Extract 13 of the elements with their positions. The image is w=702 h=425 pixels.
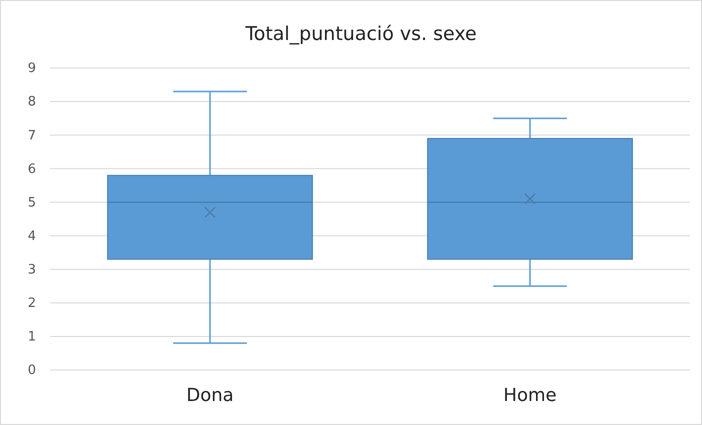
y-tick-label: 5 bbox=[28, 195, 36, 210]
y-tick-label: 4 bbox=[28, 228, 36, 244]
y-tick-label: 0 bbox=[28, 363, 36, 378]
y-tick-label: 9 bbox=[28, 61, 36, 76]
y-tick-label: 6 bbox=[28, 162, 36, 177]
chart-title: Total_puntuació vs. sexe bbox=[244, 23, 477, 45]
y-tick-label: 3 bbox=[28, 262, 36, 278]
y-tick-label: 1 bbox=[28, 330, 36, 345]
y-tick-label: 2 bbox=[28, 296, 36, 312]
y-tick-label: 7 bbox=[28, 128, 36, 144]
x-tick-label: Home bbox=[503, 384, 557, 406]
x-tick-label: Dona bbox=[186, 384, 234, 406]
y-tick-label: 8 bbox=[28, 94, 36, 110]
